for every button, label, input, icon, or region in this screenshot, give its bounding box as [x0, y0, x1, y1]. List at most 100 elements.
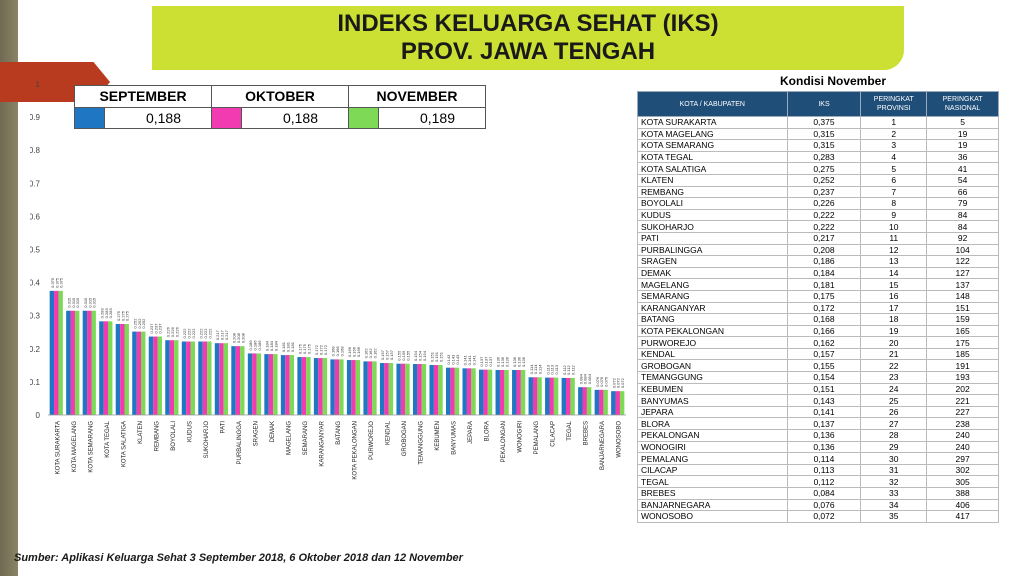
- data-label: 0.315: [83, 297, 88, 308]
- cell-region: KARANGANYAR: [637, 301, 788, 315]
- bar-oktober: [252, 353, 257, 415]
- bar-september: [99, 321, 104, 415]
- bar-november: [273, 354, 278, 415]
- bar-oktober: [565, 377, 571, 415]
- data-label: 0.226: [170, 326, 175, 337]
- table-row: KOTA SURAKARTA 0,375 1 5: [637, 116, 999, 129]
- cell-iks: 0,113: [786, 463, 862, 477]
- data-label: 0.168: [335, 346, 340, 357]
- cell-iks: 0,315: [786, 127, 862, 141]
- cell-region: PURWOREJO: [637, 336, 788, 349]
- data-label: 0.375: [54, 277, 59, 288]
- data-label: 0.172: [314, 344, 319, 355]
- cell-region: JEPARA: [637, 405, 788, 419]
- cell-rank-national: 221: [926, 394, 999, 407]
- data-label: 0.114: [533, 364, 538, 374]
- x-tick-label: DEMAK: [270, 421, 276, 442]
- bar-november: [438, 365, 443, 415]
- table-row: PATI 0,217 11 92: [637, 231, 999, 245]
- bar-november: [157, 336, 162, 415]
- data-label: 0.168: [339, 346, 344, 357]
- data-label: 0.175: [302, 343, 307, 354]
- bar-oktober: [318, 358, 323, 415]
- cell-region: KOTA SURAKARTA: [637, 116, 788, 129]
- x-tick-label: BANYUMAS: [452, 421, 458, 455]
- cell-iks: 0,208: [786, 243, 862, 257]
- bar-oktober: [417, 364, 422, 415]
- data-label: 0.237: [149, 323, 154, 334]
- table-row: BANYUMAS 0,143 25 221: [637, 394, 999, 407]
- data-label: 0.113: [545, 364, 550, 374]
- bar-november: [421, 364, 427, 415]
- bar-oktober: [103, 321, 109, 415]
- x-tick-label: GROBOGAN: [402, 421, 408, 456]
- table-row: SUKOHARJO 0,222 10 84: [637, 220, 999, 233]
- data-label: 0.076: [595, 376, 600, 387]
- cell-rank-province: 16: [860, 289, 928, 303]
- cell-region: DEMAK: [637, 266, 788, 280]
- bar-november: [322, 358, 328, 415]
- cell-iks: 0,076: [786, 498, 862, 512]
- data-label: 0.237: [158, 323, 163, 334]
- bar-november: [487, 369, 493, 415]
- data-label: 0.275: [116, 310, 121, 321]
- table-row: PURBALINGGA 0,208 12 104: [637, 243, 999, 257]
- cell-iks: 0,141: [786, 405, 862, 419]
- x-tick-label: JEPARA: [468, 421, 474, 444]
- data-label: 0.217: [215, 329, 220, 340]
- x-tick-label: KOTA SURAKARTA: [55, 421, 61, 474]
- cell-iks: 0,136: [786, 440, 862, 454]
- legend-swatch-november: [348, 106, 379, 129]
- cell-rank-national: 238: [926, 417, 999, 431]
- cell-rank-province: 14: [860, 266, 928, 280]
- x-tick-label: WONOGIRI: [518, 421, 524, 453]
- x-tick-label: KLATEN: [138, 421, 144, 444]
- x-tick-label: PURBALINGGA: [237, 421, 243, 464]
- legend-swatch-oktober: [211, 106, 242, 129]
- cell-rank-national: 127: [926, 266, 999, 280]
- cell-rank-national: 122: [926, 255, 999, 268]
- cell-iks: 0,283: [786, 150, 862, 164]
- data-label: 0.275: [120, 310, 125, 321]
- table-row: CILACAP 0,113 31 302: [637, 463, 999, 477]
- x-tick-label: KOTA SEMARANG: [88, 421, 94, 473]
- bar-november: [405, 363, 410, 415]
- table-row: KOTA TEGAL 0,283 4 36: [637, 150, 999, 164]
- bar-september: [66, 310, 71, 415]
- cell-rank-national: 302: [926, 463, 999, 477]
- period-summary-table: SEPTEMBER OKTOBER NOVEMBER 0,188 0,188 0…: [74, 85, 486, 129]
- cell-rank-province: 4: [860, 150, 928, 164]
- data-label: 0.222: [207, 328, 212, 339]
- data-label: 0.175: [298, 343, 303, 354]
- data-label: 0.072: [611, 377, 616, 388]
- data-label: 0.141: [463, 355, 468, 366]
- cell-rank-national: 84: [926, 220, 999, 233]
- table-row: KOTA MAGELANG 0,315 2 19: [637, 127, 999, 141]
- cell-region: WONOSOBO: [637, 510, 788, 523]
- bar-september: [132, 331, 137, 415]
- cell-region: REMBANG: [637, 185, 788, 199]
- cell-region: KOTA SALATIGA: [637, 162, 788, 175]
- x-tick-label: PURWOREJO: [369, 421, 375, 460]
- cell-iks: 0,114: [786, 452, 862, 465]
- x-tick-label: CILACAP: [551, 421, 557, 447]
- cell-iks: 0,275: [786, 162, 862, 175]
- cell-rank-province: 19: [860, 324, 928, 338]
- period-label-november: NOVEMBER: [348, 85, 486, 108]
- data-label: 0.076: [604, 376, 609, 387]
- bar-oktober: [384, 363, 389, 415]
- data-label: 0.076: [599, 376, 604, 387]
- col-header-iks: IKS: [786, 91, 862, 117]
- x-tick-label: KEBUMEN: [435, 421, 441, 451]
- data-label: 0.151: [430, 351, 435, 362]
- cell-iks: 0,166: [786, 324, 862, 338]
- bar-november: [174, 340, 179, 415]
- period-label-september: SEPTEMBER: [74, 85, 212, 108]
- cell-region: PATI: [637, 231, 788, 245]
- cell-region: CILACAP: [637, 463, 788, 477]
- cell-rank-national: 79: [926, 197, 999, 210]
- period-value-november: 0,189: [378, 106, 486, 129]
- data-label: 0.166: [352, 346, 357, 357]
- cell-iks: 0,226: [786, 197, 862, 210]
- cell-region: PEMALANG: [637, 452, 788, 465]
